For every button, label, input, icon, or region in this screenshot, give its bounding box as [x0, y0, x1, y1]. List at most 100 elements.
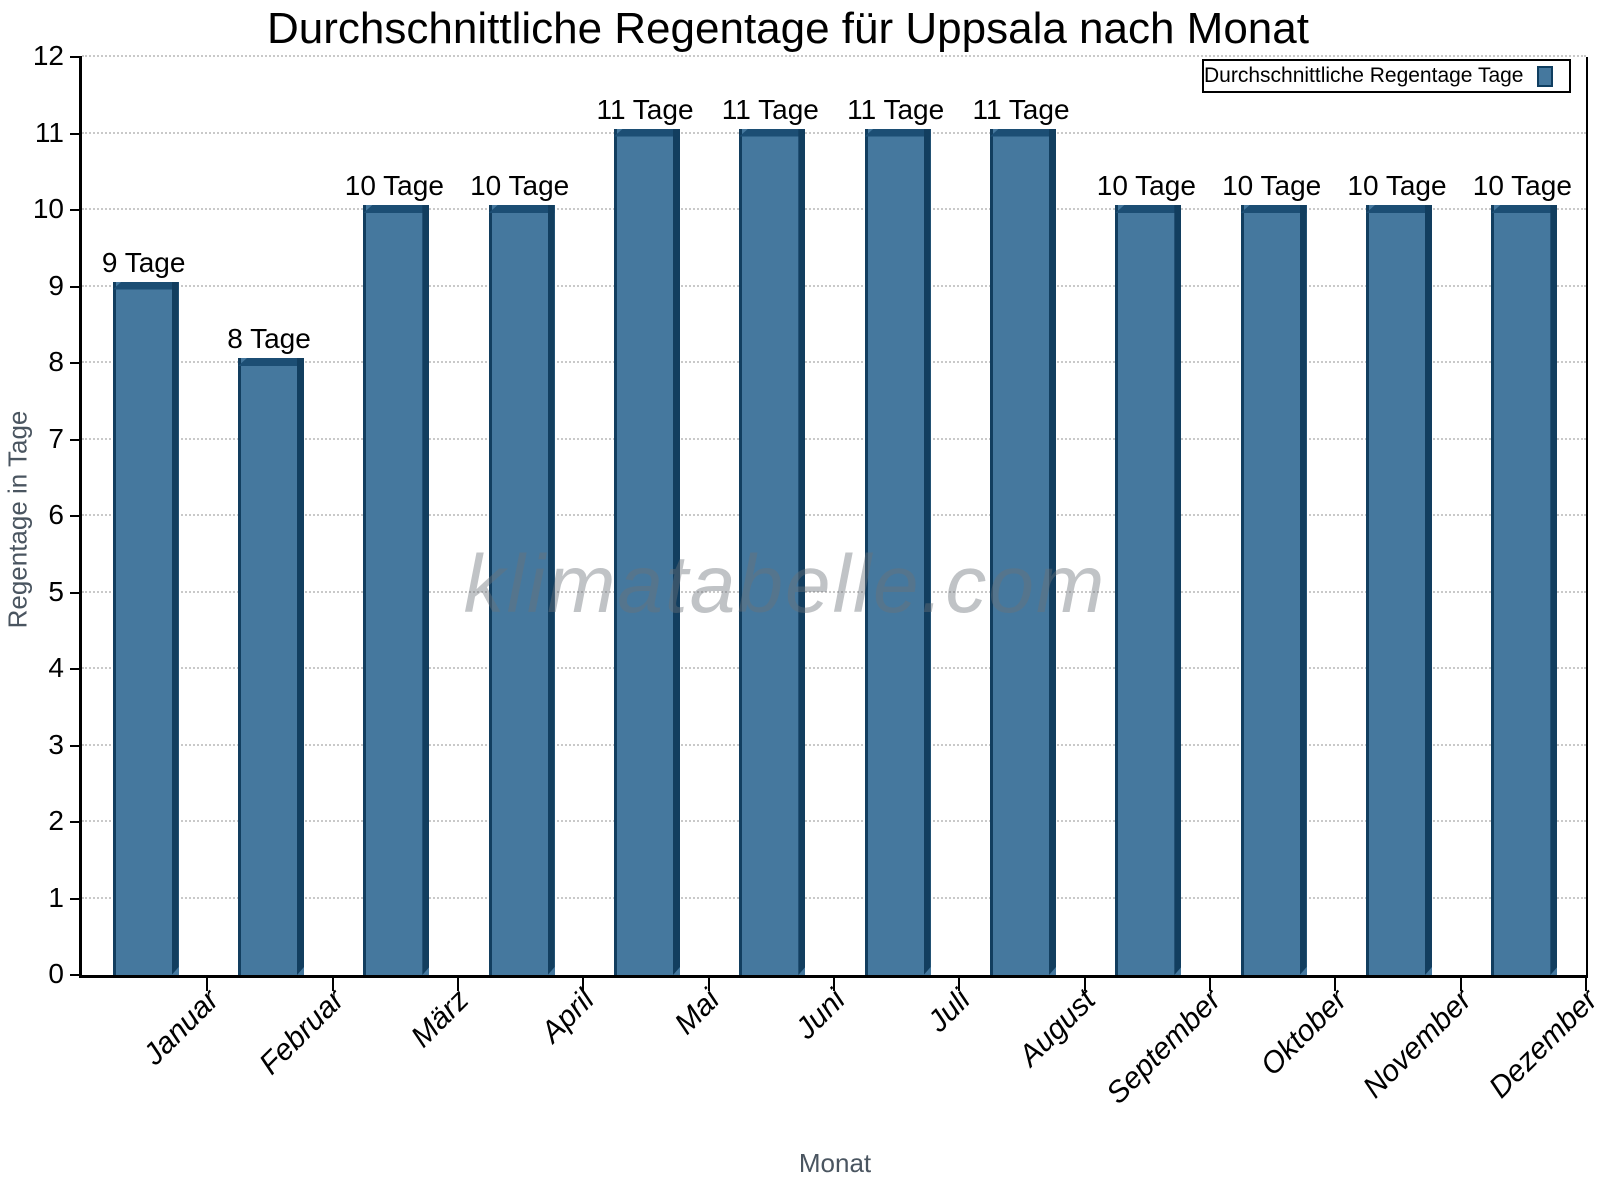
legend: Durchschnittliche Regentage Tage [1202, 59, 1571, 93]
bar-top-face-september [1115, 205, 1182, 213]
bar-mai [614, 128, 680, 976]
bar-side-face-juni [798, 129, 805, 976]
x-axis-title: Monat [798, 1148, 872, 1178]
bar-top-face-februar [238, 358, 304, 366]
x-tick-label-april: April [535, 983, 601, 1050]
y-axis-title: Regentage in Tage [2, 410, 33, 629]
x-tick-label-marz: März [405, 983, 476, 1054]
gridline-2 [82, 820, 1586, 822]
value-label-januar: 9 Tage [101, 246, 186, 278]
bar-top-face-november [1366, 205, 1432, 213]
bar-side-face-dezember [1550, 205, 1557, 975]
bar-side-face-april [548, 205, 555, 975]
y-tick-1 [70, 897, 82, 900]
x-tick-label-august: August [1012, 983, 1103, 1073]
x-tick-label-januar: Januar [136, 983, 225, 1072]
y-tick-label-3: 3 [48, 728, 64, 760]
gridline-4 [82, 667, 1586, 669]
y-tick-4 [70, 668, 82, 670]
bar-juli [864, 128, 931, 976]
x-tick-6 [833, 978, 835, 991]
y-tick-label-11: 11 [34, 116, 64, 148]
bar-juni [739, 128, 806, 976]
chart-title: Durchschnittliche Regentage für Uppsala … [267, 4, 1309, 53]
x-tick-12 [1585, 978, 1587, 991]
bar-januar [112, 281, 179, 976]
x-tick-label-juni: Juni [789, 983, 852, 1046]
bar-top-face-oktober [1240, 205, 1307, 213]
bar-top-face-dezember [1491, 205, 1558, 213]
bar-top-face-april [488, 205, 555, 213]
y-tick-label-9: 9 [48, 269, 64, 301]
value-label-juni: 11 Tage [721, 93, 819, 125]
bar-top-face-juli [864, 128, 931, 137]
x-tick-label-mai: Mai [668, 983, 727, 1041]
gridline-10 [82, 208, 1586, 210]
x-tick-label-dezember: Dezember [1482, 983, 1600, 1105]
gridline-9 [82, 284, 1586, 287]
value-label-august: 11 Tage [972, 93, 1070, 125]
bar-november [1366, 205, 1432, 975]
y-tick-label-0: 0 [48, 958, 64, 989]
x-tick-label-februar: Februar [252, 983, 351, 1081]
legend-label: Durchschnittliche Regentage Tage [1204, 64, 1524, 87]
bar-top-face-mai [614, 128, 680, 137]
x-tick-label-juli: Juli [921, 983, 977, 1039]
gridline-8 [82, 361, 1586, 363]
watermark: klimatabelle.com [463, 539, 1107, 630]
bar-side-face-marz [422, 205, 429, 975]
bar-dezember [1491, 205, 1558, 975]
y-tick-6 [70, 515, 82, 517]
bar-side-face-oktober [1300, 205, 1307, 975]
y-tick-label-6: 6 [48, 499, 64, 530]
bar-februar [238, 358, 304, 975]
gridline-3 [82, 743, 1586, 746]
bar-april [488, 205, 555, 975]
y-tick-8 [70, 362, 82, 364]
y-tick-label-12: 12 [32, 40, 64, 71]
y-tick-5 [70, 591, 82, 594]
x-tick-11 [1459, 978, 1462, 991]
x-tick-5 [707, 978, 710, 991]
bar-side-face-november [1425, 205, 1432, 975]
bar-marz [363, 205, 430, 975]
bar-top-face-marz [363, 205, 430, 213]
x-tick-7 [958, 978, 961, 991]
plot-area [79, 57, 1588, 978]
y-tick-label-8: 8 [48, 346, 64, 377]
value-label-februar: 8 Tage [227, 323, 311, 354]
y-tick-11 [70, 132, 82, 135]
gridline-6 [82, 514, 1586, 516]
x-tick-label-november: November [1357, 983, 1479, 1105]
gridline-1 [82, 896, 1586, 899]
y-tick-label-5: 5 [48, 575, 64, 607]
gridline-5 [82, 590, 1586, 593]
bar-side-face-januar [172, 282, 179, 976]
y-tick-12 [70, 56, 82, 58]
x-tick-label-september: September [1100, 983, 1228, 1111]
bar-august [990, 128, 1056, 976]
x-tick-10 [1334, 978, 1337, 991]
bar-side-face-august [1049, 129, 1056, 976]
x-tick-2 [331, 978, 334, 991]
bar-side-face-juli [924, 129, 931, 976]
x-tick-label-oktober: Oktober [1254, 983, 1353, 1083]
y-tick-3 [70, 744, 82, 747]
value-label-mai: 11 Tage [596, 93, 694, 125]
y-tick-label-2: 2 [48, 805, 64, 836]
y-tick-label-1: 1 [48, 881, 64, 913]
gridline-7 [82, 437, 1586, 440]
bar-side-face-februar [297, 358, 304, 975]
value-label-dezember: 10 Tage [1472, 170, 1572, 201]
y-tick-9 [70, 285, 82, 288]
y-tick-label-4: 4 [48, 652, 64, 683]
y-tick-label-7: 7 [48, 422, 64, 454]
x-tick-4 [582, 978, 585, 991]
bar-top-face-august [990, 128, 1056, 137]
y-tick-7 [70, 438, 82, 441]
value-label-november: 10 Tage [1347, 170, 1447, 201]
y-tick-0 [70, 974, 82, 976]
value-label-juli: 11 Tage [847, 93, 945, 125]
bar-side-face-mai [673, 129, 680, 976]
